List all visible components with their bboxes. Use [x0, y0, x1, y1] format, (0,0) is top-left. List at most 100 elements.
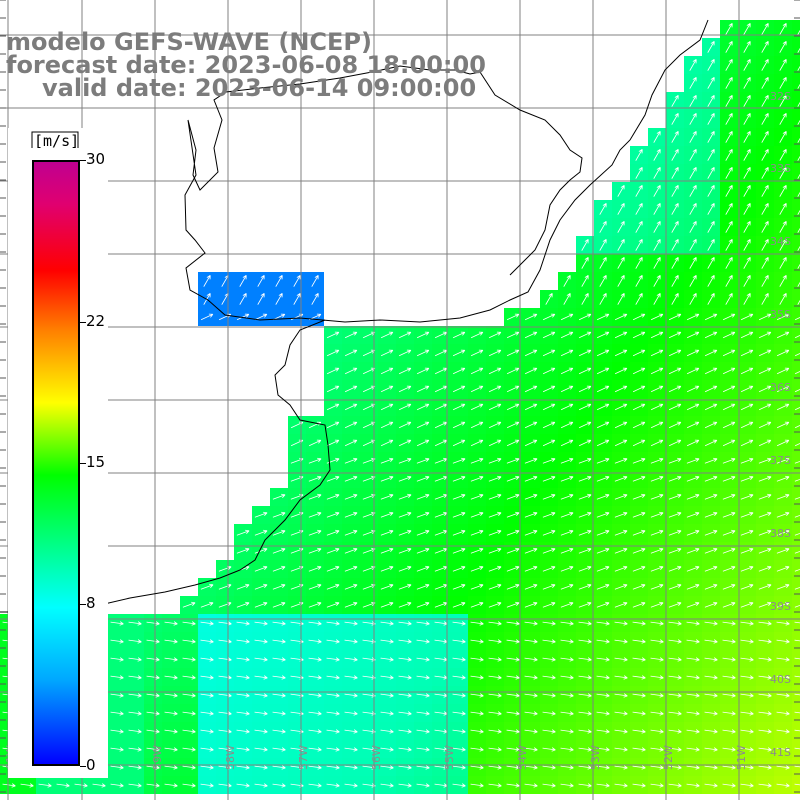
wind-arrow: [650, 457, 664, 464]
wind-arrow: [722, 529, 736, 536]
wind-arrow: [470, 657, 484, 662]
wind-arrow: [344, 457, 358, 464]
wind-cell: [792, 560, 800, 578]
wind-arrow: [722, 583, 736, 590]
wind-arrow: [776, 439, 790, 447]
wind-arrow: [275, 275, 283, 287]
wind-arrow: [128, 729, 142, 734]
wind-arrow: [257, 293, 265, 305]
wind-arrow: [671, 131, 679, 143]
wind-arrow: [794, 621, 800, 624]
wind-cell: [792, 218, 800, 236]
wind-arrow: [632, 349, 646, 357]
wind-arrow: [578, 729, 592, 734]
wind-arrow: [596, 747, 610, 752]
wind-arrow: [578, 511, 592, 518]
wind-arrow: [272, 765, 286, 770]
wind-arrow: [776, 657, 790, 662]
wind-arrow: [635, 239, 643, 251]
wind-arrow: [650, 729, 664, 734]
wind-arrow: [470, 783, 484, 788]
wind-arrow: [614, 421, 628, 429]
wind-arrow: [416, 583, 430, 590]
wind-arrow: [2, 783, 16, 788]
wind-arrow: [758, 747, 772, 752]
wind-arrow: [722, 547, 736, 554]
wind-arrow: [470, 457, 484, 464]
wind-arrow: [650, 639, 664, 644]
wind-arrow: [560, 639, 574, 644]
wind-arrow: [560, 547, 574, 554]
wind-arrow: [236, 765, 250, 770]
wind-arrow: [344, 421, 358, 429]
wind-arrow: [560, 367, 574, 375]
wind-arrow: [689, 203, 697, 215]
wind-arrow: [650, 475, 664, 482]
wind-arrow: [236, 657, 250, 662]
wind-arrow: [596, 457, 610, 464]
wind-arrow: [542, 601, 556, 608]
wind-arrow: [722, 511, 736, 518]
wind-arrow: [758, 511, 772, 518]
wind-arrow: [776, 783, 790, 788]
wind-arrow: [722, 711, 736, 716]
wind-arrow: [506, 601, 520, 608]
wind-arrow: [776, 475, 790, 482]
wind-arrow: [653, 239, 661, 251]
wind-arrow: [632, 729, 646, 734]
wind-arrow: [452, 385, 466, 393]
wind-arrow: [632, 529, 646, 536]
wind-arrow: [722, 349, 736, 357]
wind-arrow: [398, 493, 412, 500]
wind-arrow: [398, 747, 412, 752]
wind-arrow: [272, 547, 286, 554]
wind-arrow: [797, 83, 800, 89]
wind-arrow: [740, 331, 754, 339]
wind-arrow: [650, 421, 664, 429]
wind-arrow: [686, 349, 700, 357]
wind-arrow: [743, 257, 751, 269]
wind-arrow: [182, 747, 196, 752]
wind-arrow: [344, 565, 358, 572]
wind-cell: [792, 614, 800, 632]
wind-arrow: [704, 547, 718, 554]
wind-arrow: [236, 583, 250, 590]
wind-arrow: [326, 783, 340, 788]
wind-arrow: [686, 547, 700, 554]
wind-arrow: [725, 149, 733, 161]
wind-arrow: [344, 657, 358, 662]
wind-arrow: [470, 331, 484, 339]
wind-arrow: [488, 349, 502, 357]
wind-cell: [792, 398, 800, 416]
wind-arrow: [308, 639, 322, 644]
lat-label: 37S: [770, 454, 791, 467]
wind-arrow: [239, 275, 247, 287]
wind-arrow: [581, 239, 589, 251]
wind-cell: [792, 308, 800, 326]
wind-arrow: [614, 621, 628, 626]
wind-arrow: [686, 693, 700, 698]
wind-arrow: [200, 675, 214, 680]
wind-arrow: [668, 675, 682, 680]
wind-arrow: [794, 407, 800, 411]
wind-arrow: [797, 245, 800, 251]
wind-arrow: [704, 385, 718, 393]
wind-arrow: [470, 493, 484, 500]
lat-label: 35S: [770, 308, 791, 321]
wind-arrow: [686, 621, 700, 626]
wind-arrow: [707, 167, 715, 179]
wind-arrow: [635, 221, 643, 233]
wind-arrow: [398, 403, 412, 411]
wind-arrow: [344, 367, 358, 375]
wind-arrow: [344, 675, 358, 680]
wind-arrow: [797, 137, 800, 143]
wind-cell: [792, 542, 800, 560]
wind-arrow: [707, 95, 715, 107]
wind-arrow: [614, 639, 628, 644]
wind-arrow: [740, 729, 754, 734]
wind-arrow: [689, 275, 697, 287]
wind-arrow: [725, 113, 733, 125]
wind-arrow: [740, 385, 754, 393]
wind-arrow: [146, 765, 160, 770]
